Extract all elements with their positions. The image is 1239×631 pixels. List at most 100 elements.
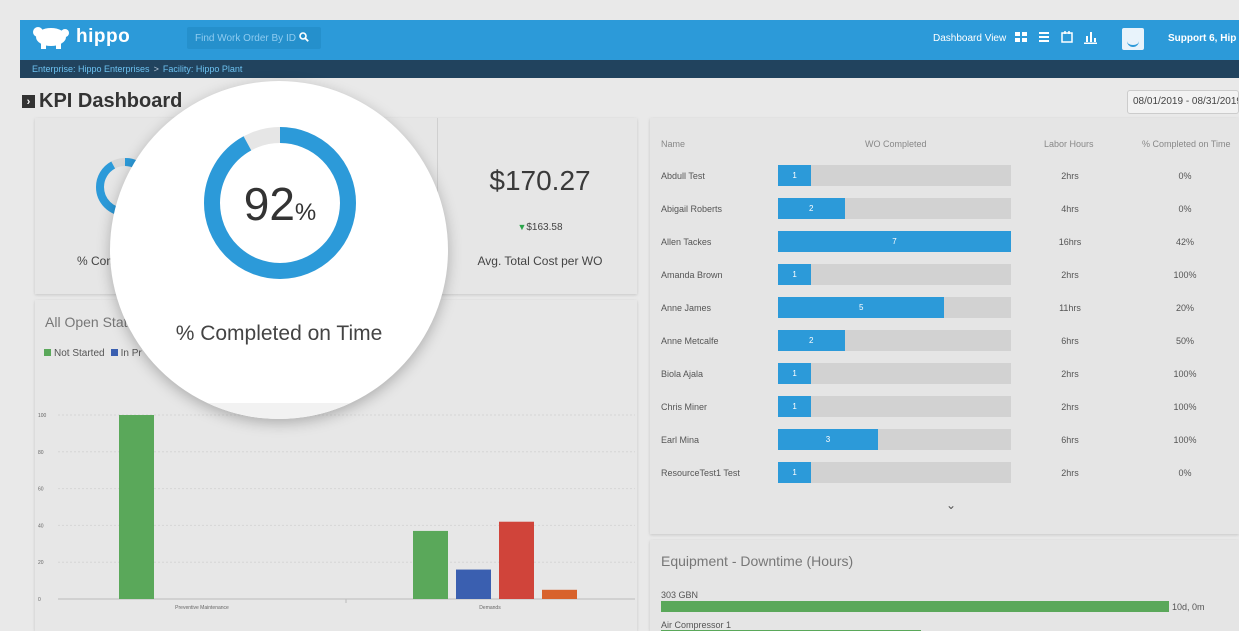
wo-bar-track: 1 bbox=[778, 165, 1011, 186]
x-tick-label: Demands bbox=[479, 605, 501, 611]
page-title: KPI Dashboard bbox=[39, 90, 183, 112]
header-labor-hours[interactable]: Labor Hours bbox=[1044, 139, 1094, 149]
date-range-picker[interactable]: 08/01/2019 - 08/31/2019 bbox=[1127, 90, 1239, 114]
wo-bar-track: 5 bbox=[778, 297, 1011, 318]
wo-bar-track: 1 bbox=[778, 363, 1011, 384]
labor-hours-cell: 2hrs bbox=[1061, 270, 1079, 280]
hippo-logo-icon bbox=[32, 24, 70, 50]
delta-value: $163.58 bbox=[526, 222, 563, 233]
breadcrumb-facility[interactable]: Facility: Hippo Plant bbox=[162, 64, 243, 74]
equipment-name: Air Compressor 1 bbox=[661, 620, 732, 630]
y-tick-label: 40 bbox=[38, 523, 44, 529]
labor-hours-cell: 2hrs bbox=[1061, 468, 1079, 478]
sidebar-toggle-icon[interactable]: › bbox=[22, 95, 35, 108]
search-icon[interactable] bbox=[299, 29, 309, 47]
equipment-title: Equipment - Downtime (Hours) bbox=[661, 553, 854, 569]
magnifier-strip bbox=[110, 403, 448, 419]
pct-on-time-cell: 100% bbox=[1173, 435, 1197, 445]
avatar[interactable] bbox=[1122, 28, 1144, 50]
pct-on-time-cell: 0% bbox=[1178, 468, 1192, 478]
chart-bar[interactable] bbox=[413, 530, 448, 599]
chart-bar[interactable] bbox=[499, 521, 534, 599]
chart-bar[interactable] bbox=[456, 569, 491, 599]
down-arrow-icon: ▼ bbox=[517, 222, 527, 232]
top-navbar: hippo Dashboard View Support 6, Hip bbox=[20, 20, 1239, 60]
row-name: Anne James bbox=[661, 303, 712, 313]
labor-hours-cell: 2hrs bbox=[1061, 171, 1079, 181]
y-tick-label: 100 bbox=[38, 413, 47, 419]
pct-on-time-cell: 20% bbox=[1175, 303, 1194, 313]
pct-on-time-cell: 100% bbox=[1173, 270, 1197, 280]
header-wo-completed[interactable]: WO Completed bbox=[865, 139, 927, 149]
legend-label: Not Started bbox=[54, 348, 105, 359]
breadcrumb: Enterprise: Hippo Enterprises > Facility… bbox=[20, 60, 1239, 78]
open-status-title: All Open Statu bbox=[45, 314, 136, 330]
wo-bar[interactable]: 1 bbox=[778, 165, 812, 186]
open-status-bar-chart: 0 20 40 60 80 100 Preventive Maintenance Demand… bbox=[38, 413, 635, 611]
labor-hours-cell: 11hrs bbox=[1059, 303, 1081, 313]
legend-swatch bbox=[44, 349, 51, 356]
wo-bar-track: 1 bbox=[778, 462, 1011, 483]
breadcrumb-separator: > bbox=[153, 64, 159, 74]
kpi-number: 92 bbox=[243, 178, 295, 230]
magnifier-callout: 92% % Completed on Time bbox=[110, 81, 448, 419]
user-menu[interactable]: Support 6, Hip bbox=[1168, 33, 1237, 44]
wo-bar-track: 1 bbox=[778, 264, 1011, 285]
wo-bar[interactable]: 7 bbox=[778, 231, 1011, 252]
pct-on-time-cell: 50% bbox=[1175, 336, 1194, 346]
equipment-downtime-bar bbox=[661, 601, 1169, 612]
labor-hours-cell: 16hrs bbox=[1058, 237, 1082, 247]
dashboard-view-label: Dashboard View bbox=[933, 33, 1007, 44]
row-name: Anne Metcalfe bbox=[661, 336, 719, 346]
legend-item[interactable]: In Pr bbox=[110, 348, 142, 359]
kpi-small-label: % Com bbox=[77, 254, 117, 268]
equipment-name: 303 GBN bbox=[661, 590, 699, 600]
wo-bar[interactable]: 2 bbox=[778, 198, 845, 219]
completed-on-time-label: % Completed on Time bbox=[175, 322, 383, 345]
search-input[interactable] bbox=[195, 32, 299, 44]
chevron-down-icon[interactable]: ⌄ bbox=[946, 498, 957, 512]
row-name: Abdull Test bbox=[661, 171, 705, 181]
chart-bar[interactable] bbox=[119, 415, 154, 599]
wo-bar[interactable]: 1 bbox=[778, 264, 812, 285]
header-pct-on-time[interactable]: % Completed on Time bbox=[1142, 139, 1231, 149]
chart-bar[interactable] bbox=[542, 589, 577, 599]
page-header: › KPI Dashboard bbox=[22, 90, 182, 113]
wo-bar[interactable]: 3 bbox=[778, 429, 878, 450]
wo-bar-track: 3 bbox=[778, 429, 1011, 450]
app-logo[interactable]: hippo bbox=[32, 24, 130, 50]
row-name: Earl Mina bbox=[661, 435, 700, 445]
y-tick-label: 20 bbox=[38, 560, 44, 566]
row-name: ResourceTest1 Test bbox=[661, 468, 740, 478]
app-name: hippo bbox=[76, 26, 131, 47]
wo-bar[interactable]: 1 bbox=[778, 363, 812, 384]
labor-hours-cell: 4hrs bbox=[1061, 204, 1079, 214]
pct-on-time-cell: 0% bbox=[1178, 171, 1192, 181]
pct-on-time-cell: 0% bbox=[1178, 204, 1192, 214]
calendar-view-icon[interactable] bbox=[1060, 30, 1074, 44]
labor-hours-cell: 2hrs bbox=[1061, 369, 1079, 379]
wo-bar[interactable]: 2 bbox=[778, 330, 845, 351]
pct-on-time-cell: 100% bbox=[1173, 369, 1197, 379]
legend-label: In Pr bbox=[120, 348, 142, 359]
wo-bar-track: 2 bbox=[778, 330, 1011, 351]
grid-view-icon[interactable] bbox=[1014, 30, 1028, 44]
labor-hours-cell: 6hrs bbox=[1061, 435, 1079, 445]
wo-bar[interactable]: 1 bbox=[778, 462, 812, 483]
legend-swatch bbox=[110, 349, 118, 356]
wo-bar-track: 7 bbox=[778, 231, 1011, 252]
wo-bar[interactable]: 1 bbox=[778, 396, 812, 417]
legend-item[interactable]: Not Started bbox=[44, 348, 105, 359]
wo-bar-track: 1 bbox=[778, 396, 1011, 417]
x-tick-label: Preventive Maintenance bbox=[175, 605, 229, 611]
wo-bar[interactable]: 5 bbox=[778, 297, 945, 318]
breadcrumb-enterprise[interactable]: Enterprise: Hippo Enterprises bbox=[32, 64, 150, 74]
row-name: Amanda Brown bbox=[661, 270, 723, 280]
header-name[interactable]: Name bbox=[661, 139, 686, 149]
pct-on-time-cell: 42% bbox=[1175, 237, 1194, 247]
labor-hours-cell: 2hrs bbox=[1061, 402, 1079, 412]
row-name: Allen Tackes bbox=[661, 237, 712, 247]
chart-view-icon[interactable] bbox=[1083, 30, 1097, 44]
list-view-icon[interactable] bbox=[1037, 30, 1051, 44]
y-tick-label: 60 bbox=[38, 487, 44, 493]
